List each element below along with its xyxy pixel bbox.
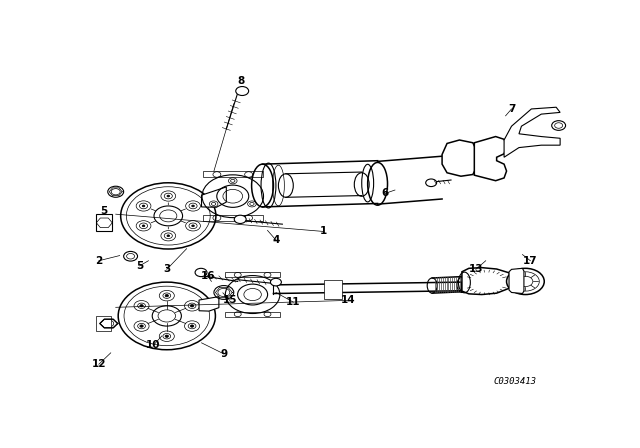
Bar xyxy=(324,280,342,298)
Circle shape xyxy=(190,325,194,327)
Circle shape xyxy=(165,294,168,297)
Polygon shape xyxy=(504,107,560,157)
Polygon shape xyxy=(474,137,507,181)
Text: 5: 5 xyxy=(136,261,143,271)
Text: 13: 13 xyxy=(468,264,483,274)
Circle shape xyxy=(426,179,436,186)
Text: 11: 11 xyxy=(286,297,301,307)
Circle shape xyxy=(236,86,249,95)
Circle shape xyxy=(140,325,143,327)
Text: 8: 8 xyxy=(237,76,245,86)
Text: 6: 6 xyxy=(381,189,388,198)
Text: 14: 14 xyxy=(340,295,355,306)
Circle shape xyxy=(195,268,207,276)
Text: 2: 2 xyxy=(95,256,102,266)
Text: 12: 12 xyxy=(92,359,106,369)
Circle shape xyxy=(140,305,143,307)
Circle shape xyxy=(167,235,170,237)
Circle shape xyxy=(192,225,195,227)
Circle shape xyxy=(552,121,566,130)
Text: 9: 9 xyxy=(220,349,227,359)
Text: 1: 1 xyxy=(319,226,326,237)
Text: 10: 10 xyxy=(146,340,161,350)
Text: 15: 15 xyxy=(223,295,237,306)
Text: 16: 16 xyxy=(201,271,215,281)
Circle shape xyxy=(271,278,282,286)
Polygon shape xyxy=(462,267,511,294)
Text: C0303413: C0303413 xyxy=(493,377,536,386)
Text: 7: 7 xyxy=(508,104,515,114)
Circle shape xyxy=(142,225,145,227)
Text: 5: 5 xyxy=(100,206,108,216)
Polygon shape xyxy=(442,140,477,176)
Circle shape xyxy=(507,268,544,294)
Circle shape xyxy=(192,205,195,207)
Bar xyxy=(96,214,112,232)
Circle shape xyxy=(142,205,145,207)
Polygon shape xyxy=(199,297,219,311)
Polygon shape xyxy=(509,268,524,293)
Circle shape xyxy=(234,215,246,224)
Circle shape xyxy=(190,305,194,307)
Text: 3: 3 xyxy=(163,264,170,274)
Text: 4: 4 xyxy=(272,235,280,245)
Circle shape xyxy=(167,195,170,197)
Circle shape xyxy=(165,335,168,337)
Text: 17: 17 xyxy=(523,256,538,266)
Polygon shape xyxy=(202,187,227,207)
Bar xyxy=(97,316,111,331)
